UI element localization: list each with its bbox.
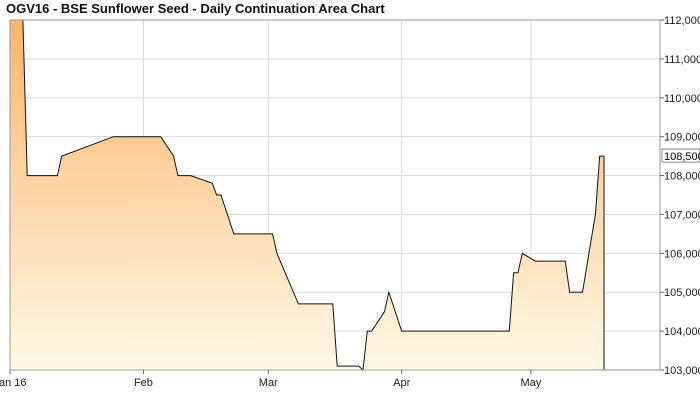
series-area xyxy=(10,20,604,370)
y-tick-label: 111,000 xyxy=(664,54,700,66)
y-tick-label: 109,000 xyxy=(664,132,700,144)
y-tick-label: 108,000 xyxy=(664,171,700,183)
x-tick-label: May xyxy=(520,377,541,389)
x-tick-label: Feb xyxy=(134,377,153,389)
y-tick-label: 110,000 xyxy=(664,93,700,105)
x-tick-label: Apr xyxy=(393,377,410,389)
y-tick-label: 106,000 xyxy=(664,248,700,260)
last-value-marker: 108,500 xyxy=(661,148,700,163)
y-tick-label: 103,000 xyxy=(664,365,700,377)
y-axis: 103,000 104,000 105,000 106,000 107,000 108,0… xyxy=(660,15,700,377)
x-tick-label: Jan 16 xyxy=(0,377,27,389)
y-tick-label: 104,000 xyxy=(664,326,700,338)
y-tick-label: 105,000 xyxy=(664,287,700,299)
series-line xyxy=(10,20,605,370)
plot-border xyxy=(9,19,661,371)
x-tick-label: Mar xyxy=(259,377,278,389)
last-value-box xyxy=(661,148,700,163)
x-axis: Jan 16 Feb Mar Apr May xyxy=(0,370,542,389)
y-tick-label: 107,000 xyxy=(664,209,700,221)
last-value-label: 108,500 xyxy=(664,151,700,163)
chart-title: OGV16 - BSE Sunflower Seed - Daily Conti… xyxy=(6,1,385,16)
y-tick-label: 112,000 xyxy=(664,15,700,27)
